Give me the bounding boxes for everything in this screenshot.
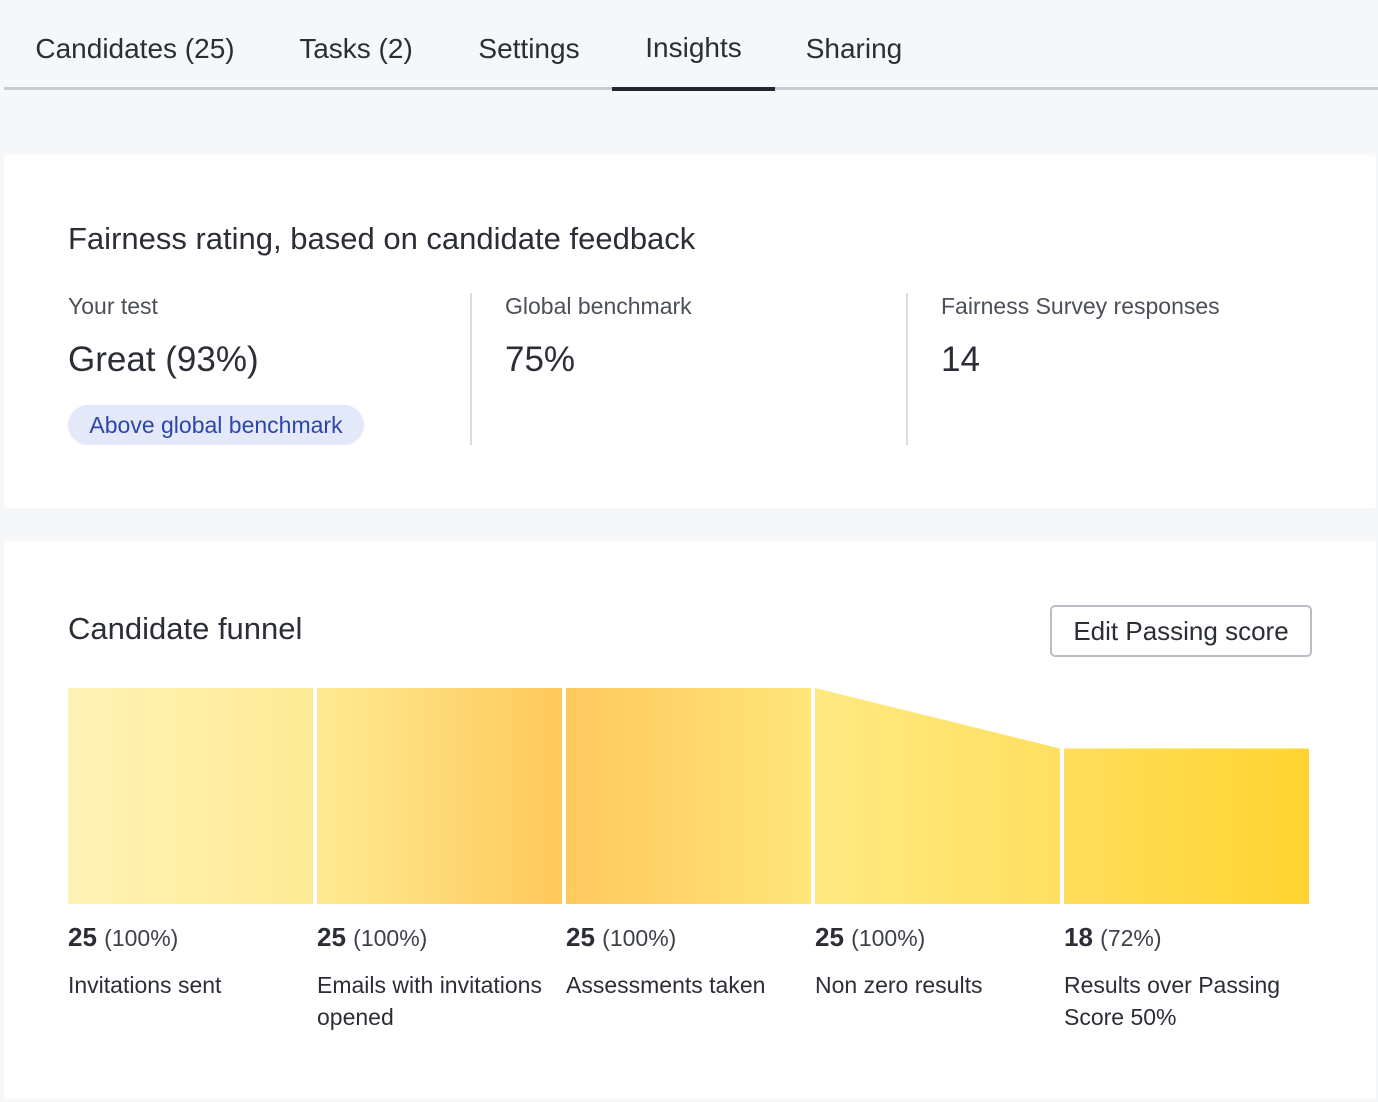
tab-candidates-label: Candidates (25)	[35, 33, 235, 64]
stage-count: 25	[68, 922, 97, 952]
funnel-segment-emails-opened	[317, 688, 562, 904]
stage-count: 25	[566, 922, 595, 952]
tab-bar: Candidates (25) Tasks (2) Settings Insig…	[4, 0, 1378, 91]
your-test-label: Your test	[68, 293, 158, 319]
funnel-stage: 25 (100%) Invitations sent	[68, 922, 316, 1001]
tab-insights[interactable]: Insights	[612, 0, 775, 91]
funnel-segment-passing	[1064, 748, 1309, 904]
tab-settings-label: Settings	[478, 33, 580, 64]
stage-count: 18	[1064, 922, 1093, 952]
survey-responses-value: 14	[941, 340, 980, 379]
stat-divider	[906, 293, 908, 445]
benchmark-badge: Above global benchmark	[68, 405, 364, 445]
funnel-segment-non-zero	[815, 688, 1060, 904]
funnel-segment-invitations	[68, 688, 313, 904]
tab-tasks[interactable]: Tasks (2)	[266, 0, 446, 90]
survey-responses-label: Fairness Survey responses	[941, 293, 1220, 319]
global-benchmark-label: Global benchmark	[505, 293, 692, 319]
stage-percent: (72%)	[1100, 925, 1162, 951]
global-benchmark-stat: Global benchmark 75%	[505, 293, 692, 380]
tab-sharing[interactable]: Sharing	[775, 0, 933, 90]
tab-candidates[interactable]: Candidates (25)	[4, 0, 266, 90]
stage-percent: (100%)	[602, 925, 677, 951]
tab-tasks-label: Tasks (2)	[299, 33, 413, 64]
stage-name: Non zero results	[815, 972, 983, 998]
funnel-stage: 25 (100%) Emails with invitations opened	[317, 922, 565, 1033]
your-test-stat: Your test Great (93%)	[68, 293, 259, 380]
stage-percent: (100%)	[353, 925, 428, 951]
funnel-segment-assessments	[566, 688, 811, 904]
funnel-stage: 25 (100%) Non zero results	[815, 922, 1063, 1001]
stat-divider	[470, 293, 472, 445]
funnel-stage: 18 (72%) Results over Passing Score 50%	[1064, 922, 1312, 1033]
global-benchmark-value: 75%	[505, 340, 576, 379]
stage-name: Emails with invitations opened	[317, 972, 542, 1030]
edit-passing-score-button[interactable]: Edit Passing score	[1050, 605, 1312, 657]
funnel-card: Candidate funnel Edit Passing score	[4, 541, 1376, 1099]
funnel-stage: 25 (100%) Assessments taken	[566, 922, 814, 1001]
stage-percent: (100%)	[104, 925, 179, 951]
stage-percent: (100%)	[851, 925, 926, 951]
fairness-title: Fairness rating, based on candidate feed…	[68, 221, 696, 256]
stage-name: Results over Passing Score 50%	[1064, 972, 1281, 1030]
tab-insights-label: Insights	[645, 31, 742, 63]
tab-sharing-label: Sharing	[805, 33, 903, 64]
funnel-chart	[68, 688, 1309, 904]
your-test-value: Great (93%)	[68, 340, 259, 379]
funnel-title: Candidate funnel	[68, 611, 303, 646]
stage-count: 25	[317, 922, 346, 952]
stage-count: 25	[815, 922, 844, 952]
fairness-card: Fairness rating, based on candidate feed…	[4, 155, 1376, 508]
survey-responses-stat: Fairness Survey responses 14	[941, 293, 1220, 380]
stage-name: Assessments taken	[566, 972, 766, 998]
tab-settings[interactable]: Settings	[446, 0, 612, 90]
stage-name: Invitations sent	[68, 972, 222, 998]
